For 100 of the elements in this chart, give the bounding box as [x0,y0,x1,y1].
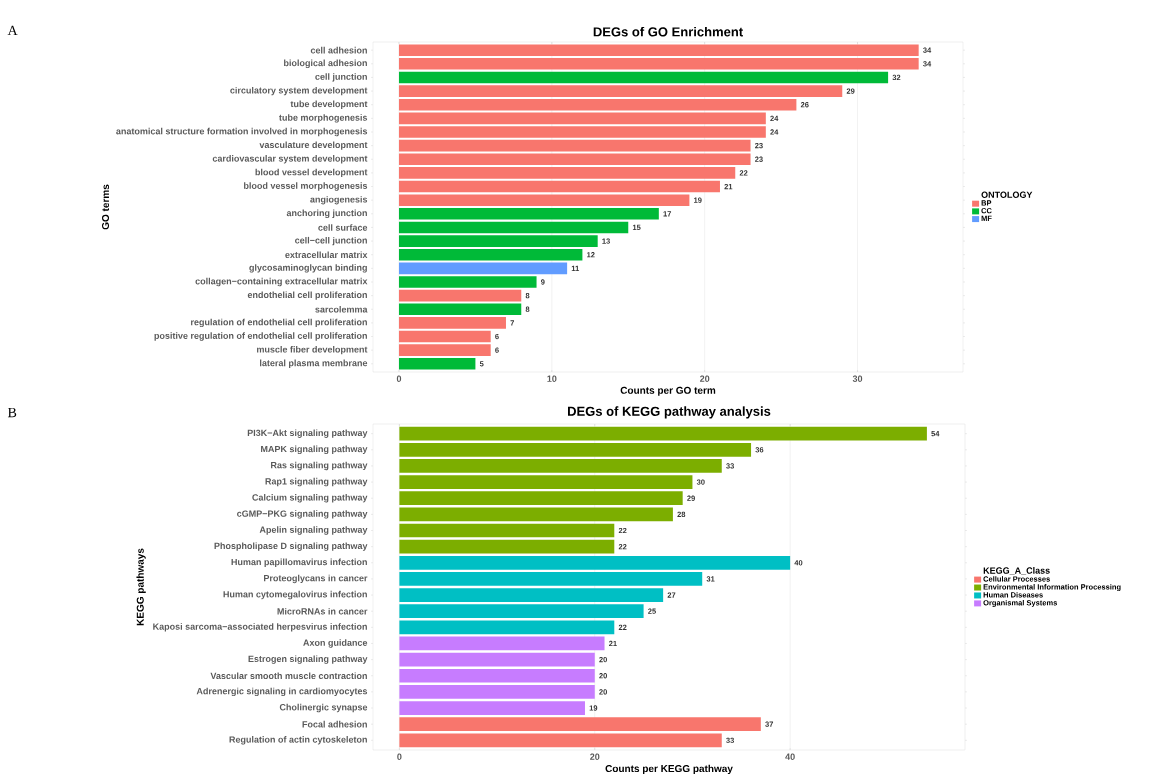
y-axis-title: GO terms [101,184,110,230]
bar [399,588,664,602]
bar [398,44,919,56]
bar [398,85,843,97]
bar [399,572,703,586]
y-tick-label: cardiovascular system development [212,155,368,164]
y-tick-label: positive regulation of endothelial cell proliferation [154,332,367,341]
y-tick-label: cell surface [318,224,368,231]
bar [398,126,766,138]
y-tick-label: Estrogen signaling pathway [248,655,368,664]
y-tick-label: Cholinergic synapse [279,703,368,713]
x-tick-label: 0 [397,753,402,760]
y-tick-label: MicroRNAs in cancer [277,607,368,615]
x-tick-label: 20 [699,375,710,382]
y-tick-label: Rap1 signaling pathway [265,477,368,487]
bar [399,668,595,683]
bar [398,221,629,234]
y-tick-label: circulatory system development [230,86,368,96]
y-tick-label: Calcium signaling pathway [252,494,368,503]
bar [398,71,889,84]
y-tick-label: extracellular matrix [285,251,368,259]
y-tick-label: Ras signaling pathway [271,461,368,471]
y-tick-label: Apelin signaling pathway [259,526,368,535]
y-tick-label: glycosaminoglycan binding [249,264,367,273]
legend-title: ONTOLOGY [981,191,1033,198]
x-axis-title: Counts per GO term [620,386,716,396]
x-tick-label: 30 [852,375,863,382]
y-tick-label: biological adhesion [284,59,367,69]
bar [398,58,919,70]
bar [399,459,722,473]
y-tick-label: Regulation of actin cytoskeleton [229,736,367,745]
bar [399,620,615,635]
y-tick-label: Human cytomegalovirus infection [223,590,367,600]
bar [398,167,736,179]
bar [398,180,720,193]
bar [399,652,595,667]
y-tick-label: endothelial cell proliferation [247,291,367,300]
bar [399,733,722,748]
y-tick-label: Phospholipase D signaling pathway [214,542,368,551]
bar [399,555,791,570]
bar [398,208,659,220]
bar [398,276,537,288]
bar [398,303,522,316]
y-tick-label: Axon guidance [303,639,368,648]
y-tick-label: tube morphogenesis [279,114,368,123]
x-tick-label: 40 [785,753,795,760]
bar [399,685,595,699]
bar [399,539,615,554]
x-axis-title: Counts per KEGG pathway [605,764,733,775]
y-tick-label: MAPK signaling pathway [261,445,368,455]
bar [398,358,476,370]
y-tick-label: tube development [290,100,368,109]
chart-title: DEGs of KEGG pathway analysis [568,406,771,419]
bar [399,491,683,506]
y-tick-label: vasculature development [259,141,368,150]
y-tick-label: Kaposi sarcoma−associated herpesvirus infection [153,623,367,632]
y-tick-label: Adrenergic signaling in cardiomyocytes [196,687,368,697]
bar [398,248,583,261]
bar [398,317,506,329]
x-tick-label: 20 [590,753,600,760]
y-tick-label: cGMP−PKG signaling pathway [237,510,368,519]
x-tick-label: 10 [547,375,557,382]
y-tick-label: Human papillomavirus infection [231,558,367,567]
y-tick-label: cell adhesion [310,46,367,54]
y-tick-label: Vascular smooth muscle contraction [210,672,367,680]
y-tick-label: lateral plasma membrane [260,359,368,368]
text: B [7,407,17,418]
y-tick-label: blood vessel development [255,168,368,178]
bar [399,717,761,732]
y-tick-label: Focal adhesion [302,720,367,728]
bar [398,139,751,152]
y-tick-label: regulation of endothelial cell proliferation [191,318,367,328]
bar [399,701,585,715]
y-tick-label: collagen−containing extracellular matrix [195,277,368,287]
bar [398,153,751,166]
y-tick-label: anchoring junction [286,209,367,219]
y-tick-label: anatomical structure formation involved in morphogenesis [116,127,368,137]
bar [398,235,598,247]
bar [398,98,797,111]
legend-title: KEGG_A_Class [983,567,1050,575]
y-axis-title: KEGG pathways [136,548,146,626]
bar [398,289,522,302]
y-tick-label: blood vessel morphogenesis [244,182,368,191]
y-tick-label: cell−cell junction [295,236,367,246]
bar [399,636,605,651]
y-tick-label: muscle fiber development [257,345,368,355]
y-tick-label: cell junction [315,73,367,82]
y-tick-label: Proteoglycans in cancer [264,574,368,584]
bar [399,426,927,441]
bar [398,194,690,206]
y-tick-label: sarcolemma [315,305,368,313]
y-tick-label: PI3K−Akt signaling pathway [247,429,368,438]
bar [399,442,752,457]
bar [399,523,615,538]
x-tick-label: 0 [396,375,402,382]
bar [399,604,644,619]
bar [398,344,491,356]
chart-title: DEGs of GO Enrichment [593,26,743,37]
text: A [7,25,18,35]
bar [398,112,766,125]
